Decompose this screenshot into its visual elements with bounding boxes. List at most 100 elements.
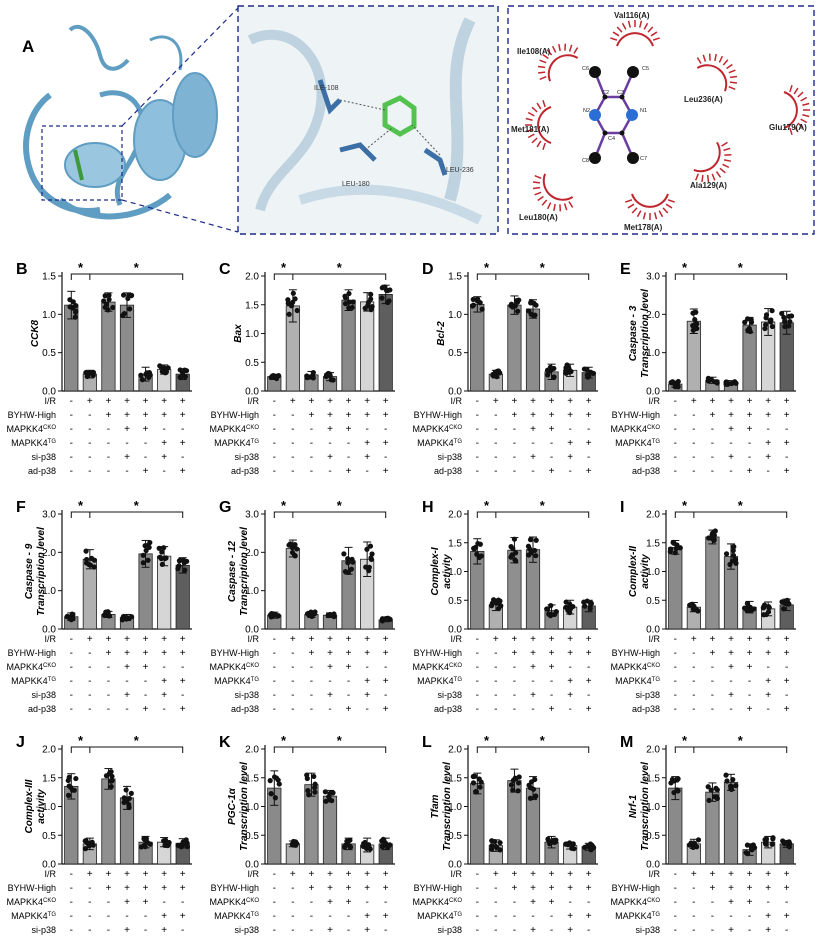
condition-sign: - [476,704,479,715]
condition-sign: + [586,438,592,449]
data-point [82,838,88,844]
data-point [184,843,191,850]
condition-sign: + [161,410,167,421]
data-point [515,788,521,794]
condition-sign: + [710,410,716,421]
condition-sign: - [88,676,91,687]
condition-sign: + [549,897,555,908]
data-point [121,311,127,317]
condition-sign: + [364,396,370,407]
condition-sign: - [273,897,276,908]
significance-bracket [693,273,788,280]
data-point [348,566,355,572]
data-point [292,542,298,548]
data-point [581,599,587,605]
condition-sign: - [384,452,387,463]
data-point [128,292,135,299]
data-point [489,843,495,849]
condition-sign: + [549,396,555,407]
condition-sign: + [747,897,753,908]
data-point [511,536,518,542]
condition-sign: - [291,410,294,421]
condition-sign: + [383,704,389,715]
condition-sign: + [567,410,573,421]
contact-arc [537,43,579,82]
condition-sign: - [513,662,516,673]
bar [360,301,375,392]
condition-sign: + [364,883,370,894]
data-point [706,535,712,541]
data-point [494,374,500,380]
condition-sign: - [476,452,479,463]
data-point [690,327,696,333]
data-point [345,839,351,846]
condition-sign: - [365,704,368,715]
condition-sign: - [674,925,677,935]
condition-sign: + [747,424,753,435]
data-point [349,556,355,562]
data-point [527,795,533,801]
condition-sign: + [710,634,716,645]
condition-sign: + [180,634,186,645]
condition-sign: + [143,869,149,880]
bar [82,558,97,630]
data-point [705,375,711,381]
data-point [175,842,181,848]
condition-sign: + [124,396,130,407]
data-point [694,607,700,613]
condition-sign: + [180,466,186,477]
condition-sign: - [494,897,497,908]
data-point [387,287,393,293]
condition-sign: - [476,883,479,894]
condition-sign: - [273,911,276,922]
condition-sign: + [383,438,389,449]
condition-sign: - [365,897,368,908]
bar [705,536,720,630]
condition-sign: - [273,648,276,659]
condition-label: BYHW-High [414,648,462,658]
svg-text:N1: N1 [640,108,647,114]
condition-sign: + [106,883,112,894]
condition-sign: + [784,704,790,715]
condition-sign: - [674,634,677,645]
data-point [142,844,148,850]
condition-sign: + [784,410,790,421]
data-point [138,844,144,850]
data-point [763,322,769,328]
condition-sign: + [180,869,186,880]
bar-chart-panel-d: D Bcl-2 0.0 0.5 1.0 1.5 * * I/R - + + + + + + BYHW-High -… [412,260,598,477]
condition-label: ad-p38 [231,466,259,476]
y-axis-label: Complex-I [430,547,441,596]
condition-label: I/R [247,634,259,644]
data-point [140,560,146,566]
residue-label: Val116(A) [614,11,650,20]
significance-bracket [495,746,590,753]
condition-sign: - [692,925,695,935]
condition-sign: - [494,690,497,701]
protein-ribbon-image [23,24,218,220]
condition-sign: + [728,410,734,421]
condition-sign: + [346,634,352,645]
data-point [67,304,73,310]
condition-sign: + [87,869,93,880]
condition-sign: + [180,911,186,922]
data-point [329,797,335,804]
condition-sign: - [144,676,147,687]
condition-sign: - [291,897,294,908]
condition-sign: + [765,911,771,922]
data-point [70,299,76,305]
condition-sign: + [586,869,592,880]
condition-sign: - [729,438,732,449]
condition-sign: + [728,925,734,935]
condition-sign: - [70,897,73,908]
data-point [723,772,729,778]
condition-label: I/R [44,634,56,644]
condition-label: I/R [450,869,462,879]
data-point [779,310,785,317]
data-point [157,554,163,560]
data-point [784,840,791,846]
condition-sign: + [765,925,771,935]
condition-label: I/R [247,869,259,879]
condition-sign: - [88,466,91,477]
data-point [165,842,171,849]
